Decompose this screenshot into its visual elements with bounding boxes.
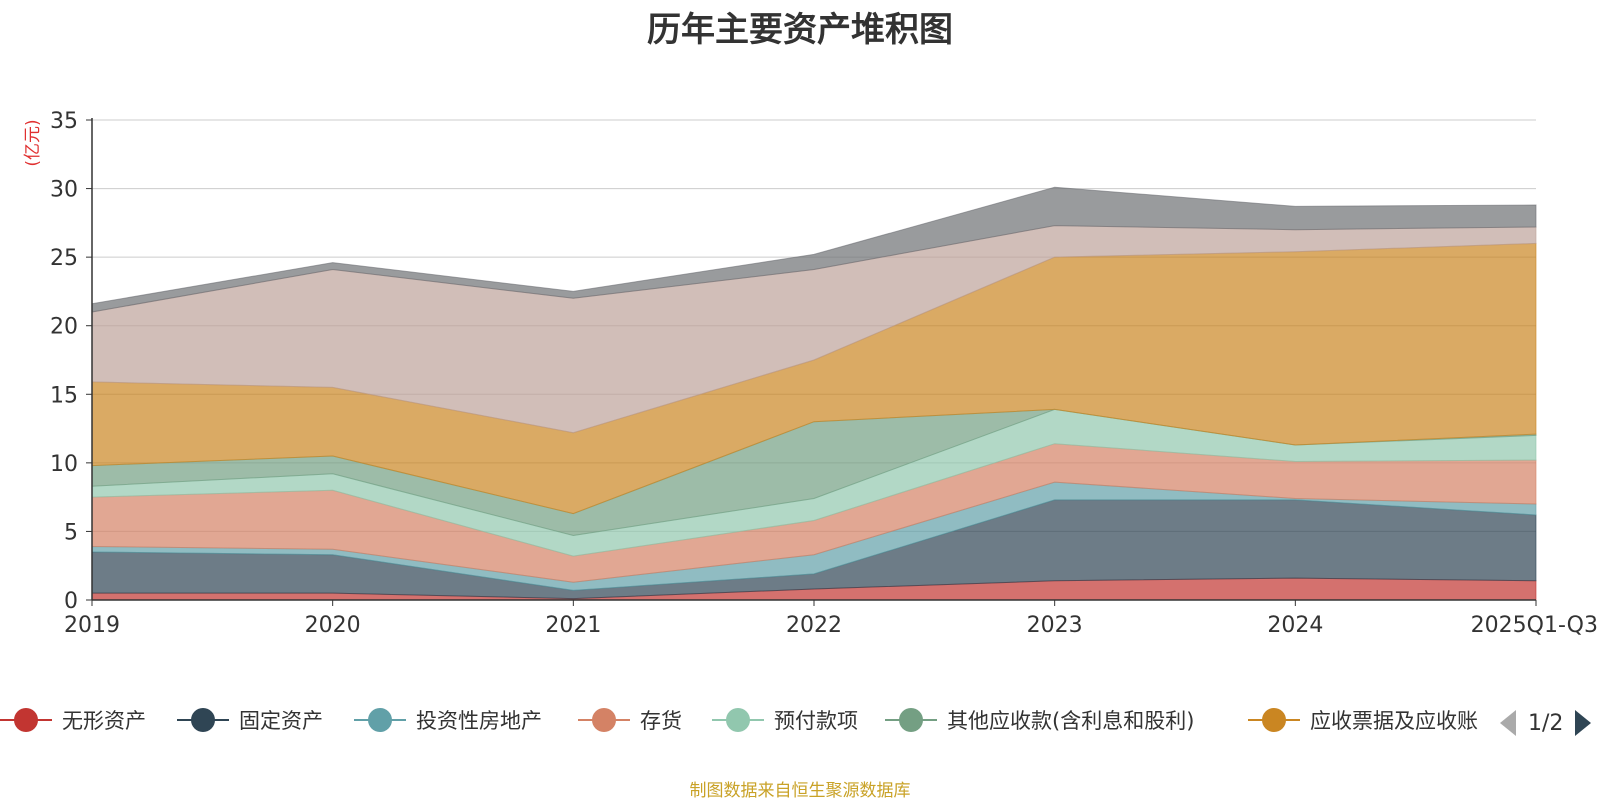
legend-label: 其他应收款(含利息和股利) — [947, 709, 1195, 733]
y-axis-label: (亿元) — [23, 119, 43, 166]
legend-item-other-receivables[interactable]: 其他应收款(含利息和股利) — [885, 700, 1194, 740]
legend: 无形资产 固定资产 投资性房地产 存货 预付款项 其他应收款(含利息和股利) 应… — [0, 700, 1600, 740]
legend-item-investment-property[interactable]: 投资性房地产 — [354, 700, 542, 740]
legend-marker — [712, 708, 764, 732]
legend-marker — [1248, 708, 1300, 732]
chart-title: 历年主要资产堆积图 — [647, 10, 953, 50]
legend-item-inventory[interactable]: 存货 — [578, 700, 682, 740]
legend-marker — [578, 708, 630, 732]
legend-marker — [0, 708, 52, 732]
y-tick-label: 10 — [50, 452, 78, 477]
x-tick-label: 2019 — [64, 613, 120, 638]
y-tick-label: 25 — [50, 246, 78, 271]
legend-label: 应收票据及应收账款 — [1310, 709, 1478, 733]
area-series-8 — [91, 186, 1537, 313]
legend-item-fixed-assets[interactable]: 固定资产 — [177, 700, 323, 740]
x-tick-label: 2020 — [305, 613, 361, 638]
y-tick-label: 30 — [50, 178, 78, 203]
legend-marker — [354, 708, 406, 732]
legend-marker — [885, 708, 937, 732]
area-series — [91, 186, 1537, 601]
x-tick-label: 2024 — [1267, 613, 1323, 638]
legend-item-notes-receivable[interactable]: 应收票据及应收账款 — [1248, 700, 1478, 740]
x-tick-label: 2022 — [786, 613, 842, 638]
legend-label: 存货 — [640, 709, 682, 733]
legend-pager: 1/2 — [1500, 708, 1592, 738]
next-page-icon[interactable] — [1575, 710, 1592, 736]
y-tick-label: 5 — [64, 520, 78, 545]
legend-item-prepayments[interactable]: 预付款项 — [712, 700, 858, 740]
stacked-area-chart: 0 5 10 15 20 25 30 35 2019 2020 2021 2022 2023 2024 20… — [23, 109, 1598, 638]
legend-marker — [177, 708, 229, 732]
legend-label: 固定资产 — [239, 709, 323, 733]
page-indicator: 1/2 — [1528, 710, 1564, 736]
x-tick-label: 2025Q1-Q3 — [1471, 613, 1598, 638]
legend-label: 预付款项 — [774, 709, 858, 733]
legend-item-intangible[interactable]: 无形资产 — [0, 700, 146, 740]
x-tick-label: 2023 — [1027, 613, 1083, 638]
y-tick-label: 15 — [50, 383, 78, 408]
legend-label: 无形资产 — [62, 709, 146, 733]
y-tick-label: 0 — [64, 589, 78, 614]
prev-page-icon[interactable] — [1500, 710, 1516, 736]
y-tick-label: 35 — [50, 109, 78, 134]
y-tick-label: 20 — [50, 315, 78, 340]
x-tick-label: 2021 — [545, 613, 601, 638]
axes: 0 5 10 15 20 25 30 35 2019 2020 2021 2022 2023 2024 20… — [50, 109, 1598, 638]
legend-label: 投资性房地产 — [416, 709, 542, 733]
data-source-note: 制图数据来自恒生聚源数据库 — [689, 781, 911, 801]
